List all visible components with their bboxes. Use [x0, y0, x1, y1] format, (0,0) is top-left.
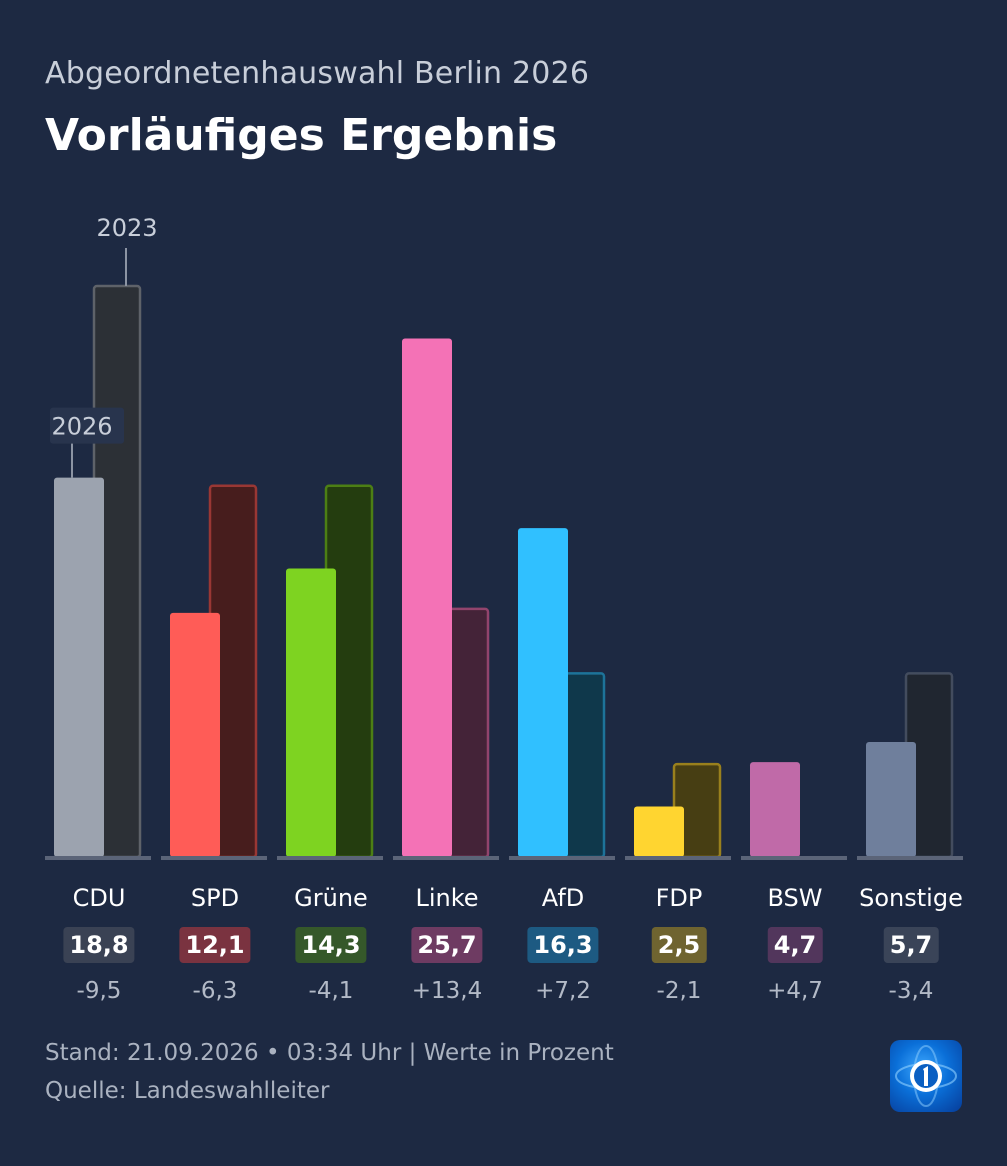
- value-badge: 16,3: [527, 927, 599, 963]
- category-label: CDU: [72, 884, 126, 912]
- category-label: BSW: [767, 884, 823, 912]
- value-badge: 2,5: [651, 927, 707, 963]
- bar-2026-cdu: [54, 477, 104, 857]
- bar-2026-fdp: [634, 806, 684, 857]
- bar-2026-linke: [402, 338, 452, 857]
- chart-title: Vorläufiges Ergebnis: [45, 110, 558, 161]
- chart-subtitle: Abgeordnetenhauswahl Berlin 2026: [45, 56, 590, 91]
- baseline-spd: [161, 856, 267, 860]
- annotation-label-2023: 2023: [96, 214, 157, 242]
- value-badge: 5,7: [883, 927, 939, 963]
- value-badge: 14,3: [295, 927, 367, 963]
- value-badge: 4,7: [767, 927, 823, 963]
- baseline-afd: [509, 856, 615, 860]
- annotation-label-2026: 2026: [51, 413, 112, 441]
- baseline-sonstige: [857, 856, 963, 860]
- category-label: SPD: [190, 884, 240, 912]
- bar-2026-sonstige: [866, 741, 916, 857]
- diff-label: -9,5: [76, 978, 122, 1004]
- baseline-bsw: [741, 856, 847, 860]
- category-label: FDP: [655, 884, 703, 912]
- value-badge: 12,1: [179, 927, 251, 963]
- footer-source: Quelle: Landeswahlleiter: [45, 1078, 330, 1104]
- diff-label: -2,1: [656, 978, 702, 1004]
- diff-label: -6,3: [192, 978, 238, 1004]
- baseline-fdp: [625, 856, 731, 860]
- bar-2026-grüne: [286, 568, 336, 857]
- diff-label: +13,4: [411, 978, 483, 1004]
- category-label: Sonstige: [859, 884, 963, 912]
- diff-label: -3,4: [888, 978, 934, 1004]
- bar-2026-spd: [170, 612, 220, 857]
- category-label: Linke: [415, 884, 479, 912]
- value-badge: 25,7: [411, 927, 483, 963]
- baseline-linke: [393, 856, 499, 860]
- diff-label: +7,2: [535, 978, 591, 1004]
- annotation-box-2026: [50, 407, 124, 444]
- footer-stand: Stand: 21.09.2026 • 03:34 Uhr | Werte in…: [45, 1040, 614, 1066]
- value-badge: 18,8: [63, 927, 135, 963]
- baseline-grüne: [277, 856, 383, 860]
- bar-2026-bsw: [750, 762, 800, 857]
- category-label: Grüne: [294, 884, 368, 912]
- diff-label: +4,7: [767, 978, 823, 1004]
- category-label: AfD: [541, 884, 585, 912]
- tagesschau-logo-icon: [890, 1040, 962, 1112]
- baseline-cdu: [45, 856, 151, 860]
- bar-2026-afd: [518, 528, 568, 857]
- diff-label: -4,1: [308, 978, 354, 1004]
